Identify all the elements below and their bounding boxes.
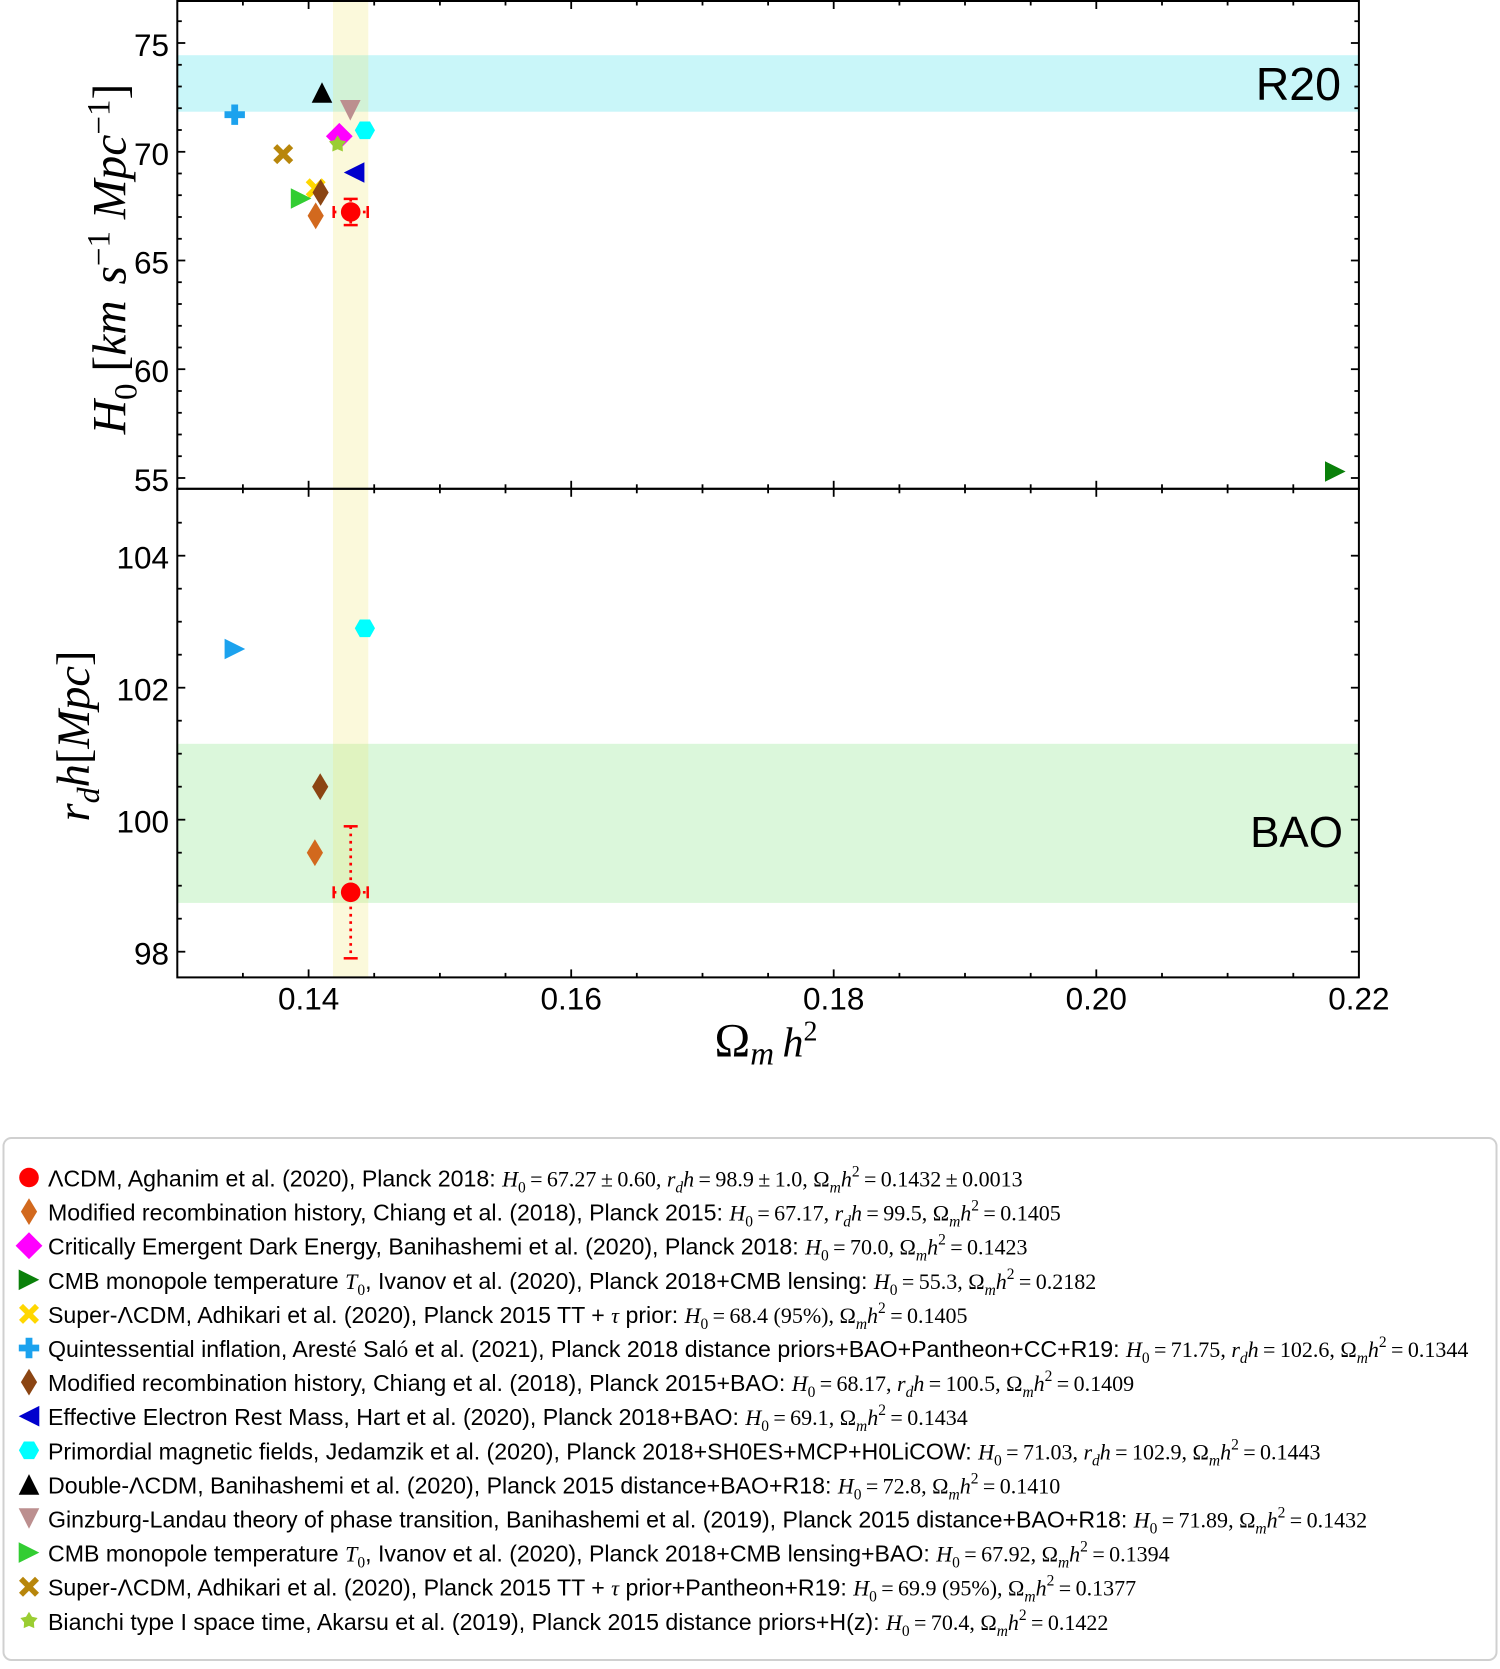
svg-text:Effective Electron Rest Mass,: Effective Electron Rest Mass, Hart et al… (48, 1402, 968, 1435)
svg-text:CMB monopole temperature T0, I: CMB monopole temperature T0, Ivanov et a… (48, 1539, 1170, 1572)
svg-text:Ginzburg-Landau theory of phas: Ginzburg-Landau theory of phase transiti… (48, 1505, 1367, 1538)
svg-text:0.22: 0.22 (1328, 981, 1389, 1017)
svg-text:70: 70 (134, 136, 169, 172)
svg-text:98: 98 (134, 936, 169, 972)
svg-text:H0 [km s−1 Mpc−1]: H0 [km s−1 Mpc−1] (82, 84, 145, 436)
svg-text:Double-ΛCDM, Banihashemi et al: Double-ΛCDM, Banihashemi et al. (2020), … (48, 1470, 1060, 1503)
svg-text:0.18: 0.18 (803, 981, 864, 1017)
svg-text:65: 65 (134, 245, 169, 281)
svg-text:0.16: 0.16 (541, 981, 602, 1017)
svg-text:ΛCDM, Aghanim et al. (2020), P: ΛCDM, Aghanim et al. (2020), Planck 2018… (48, 1164, 1023, 1197)
svg-text:R20: R20 (1256, 58, 1341, 110)
svg-text:Modified recombination history: Modified recombination history, Chiang e… (48, 1198, 1061, 1231)
svg-text:Primordial magnetic fields, Je: Primordial magnetic fields, Jedamzik et … (48, 1436, 1321, 1469)
svg-text:Quintessential inflation, Ares: Quintessential inflation, Aresté Saló et… (48, 1334, 1468, 1367)
svg-text:0.14: 0.14 (278, 981, 339, 1017)
svg-text:rdh[Mpc]: rdh[Mpc] (49, 651, 106, 822)
svg-text:Critically Emergent Dark Energ: Critically Emergent Dark Energy, Banihas… (48, 1232, 1028, 1265)
svg-text:Ωm h2: Ωm h2 (715, 1015, 818, 1073)
svg-text:0.20: 0.20 (1066, 981, 1127, 1017)
svg-text:Modified recombination history: Modified recombination history, Chiang e… (48, 1368, 1134, 1401)
svg-text:Super-ΛCDM, Adhikari et al. (2: Super-ΛCDM, Adhikari et al. (2020), Plan… (48, 1300, 968, 1333)
svg-text:75: 75 (134, 27, 169, 63)
svg-text:60: 60 (134, 353, 169, 389)
svg-text:BAO: BAO (1250, 808, 1343, 857)
svg-text:CMB monopole temperature T0, I: CMB monopole temperature T0, Ivanov et a… (48, 1266, 1096, 1299)
svg-text:Bianchi type I space time, Aka: Bianchi type I space time, Akarsu et al.… (48, 1607, 1108, 1640)
svg-text:102: 102 (116, 672, 169, 708)
svg-text:Super-ΛCDM, Adhikari et al. (2: Super-ΛCDM, Adhikari et al. (2020), Plan… (48, 1573, 1136, 1606)
svg-text:100: 100 (116, 804, 169, 840)
svg-text:55: 55 (134, 462, 169, 498)
svg-text:104: 104 (116, 540, 169, 576)
